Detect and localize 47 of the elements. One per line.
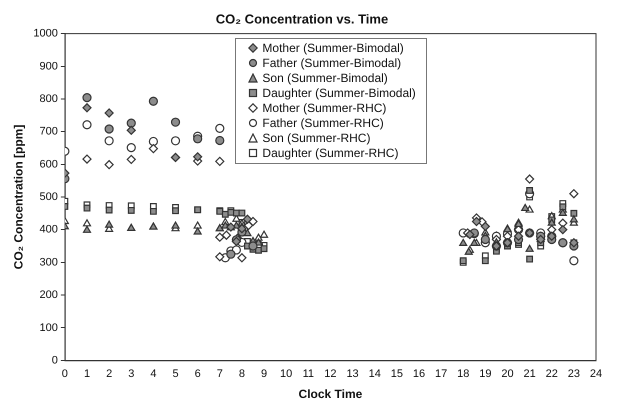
x-tick-label: 10 bbox=[280, 368, 292, 380]
x-tick-label: 2 bbox=[106, 368, 112, 380]
legend-label: Daughter (Summer-Bimodal) bbox=[262, 86, 416, 101]
y-tick-label: 800 bbox=[40, 92, 58, 105]
x-tick-label: 4 bbox=[150, 368, 156, 380]
x-tick-label: 1 bbox=[84, 368, 90, 380]
legend-label: Father (Summer-Bimodal) bbox=[262, 56, 402, 71]
x-tick-label: 18 bbox=[457, 368, 470, 380]
x-tick-label: 17 bbox=[434, 368, 448, 380]
x-tick-label: 11 bbox=[302, 368, 314, 380]
x-tick-label: 22 bbox=[546, 368, 558, 380]
x-tick-label: 20 bbox=[501, 368, 514, 380]
chart-title: CO₂ Concentration vs. Time bbox=[216, 11, 388, 26]
x-tick-label: 19 bbox=[479, 368, 492, 380]
x-tick-label: 0 bbox=[62, 368, 68, 380]
y-axis-title: CO₂ Concentration [ppm] bbox=[12, 124, 26, 270]
y-tick-label: 500 bbox=[40, 191, 58, 204]
legend-label: Son (Summer-RHC) bbox=[262, 130, 370, 146]
x-tick-label: 9 bbox=[260, 368, 268, 380]
legend-label: Mother (Summer-Bimodal) bbox=[262, 40, 404, 56]
legend-label: Son (Summer-Bimodal) bbox=[262, 70, 388, 86]
x-tick-label: 13 bbox=[346, 368, 359, 380]
x-tick-label: 5 bbox=[172, 368, 179, 380]
y-tick-label: 0 bbox=[52, 354, 58, 366]
x-tick-label: 6 bbox=[194, 368, 201, 380]
y-tick-label: 200 bbox=[40, 289, 58, 302]
x-tick-label: 14 bbox=[368, 368, 381, 380]
x-tick-label: 23 bbox=[568, 368, 580, 380]
x-axis-title: Clock Time bbox=[298, 387, 363, 402]
x-tick-label: 24 bbox=[590, 368, 602, 380]
x-tick-label: 3 bbox=[128, 368, 134, 380]
x-tick-label: 12 bbox=[324, 368, 337, 380]
y-tick-label: 900 bbox=[40, 60, 58, 72]
legend-label: Father (Summer-RHC) bbox=[262, 116, 384, 131]
y-tick-label: 600 bbox=[40, 158, 58, 170]
x-tick-label: 16 bbox=[412, 368, 426, 380]
y-tick-label: 400 bbox=[40, 224, 58, 236]
y-tick-label: 700 bbox=[40, 126, 58, 138]
x-tick-label: 15 bbox=[390, 368, 403, 380]
y-tick-label: 1000 bbox=[33, 28, 58, 40]
x-tick-label: 21 bbox=[523, 368, 536, 380]
legend-label: Daughter (Summer-RHC) bbox=[262, 146, 398, 161]
y-tick-label: 300 bbox=[40, 256, 58, 268]
y-tick-label: 100 bbox=[40, 322, 58, 334]
x-tick-label: 7 bbox=[216, 368, 223, 380]
legend-label: Mother (Summer-RHC) bbox=[262, 100, 386, 116]
x-tick-label: 8 bbox=[238, 368, 245, 380]
